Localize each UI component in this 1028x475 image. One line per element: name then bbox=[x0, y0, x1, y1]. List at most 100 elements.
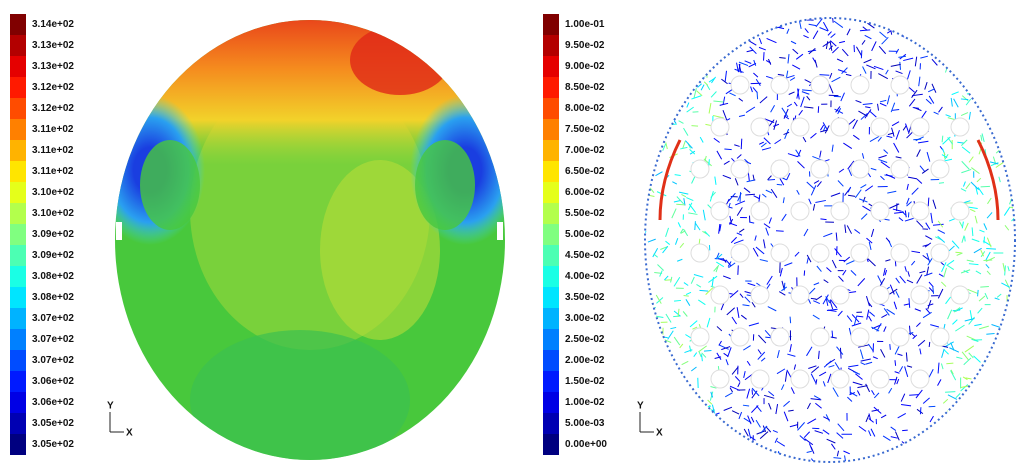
vector bbox=[670, 81, 678, 88]
vector bbox=[692, 419, 696, 428]
vector bbox=[749, 41, 756, 45]
vector bbox=[688, 213, 697, 215]
vector bbox=[649, 127, 659, 129]
vector bbox=[759, 142, 764, 144]
vector bbox=[938, 363, 939, 374]
vector bbox=[785, 371, 786, 381]
vector bbox=[881, 415, 886, 418]
axis-label: X bbox=[126, 428, 133, 439]
colorbar-swatch bbox=[543, 266, 559, 287]
vector bbox=[735, 376, 740, 381]
vector bbox=[860, 30, 870, 31]
vector bbox=[677, 197, 684, 204]
vector bbox=[969, 264, 979, 265]
vector bbox=[962, 236, 964, 243]
colorbar-label: 3.08e+02 bbox=[32, 292, 74, 303]
colorbar-label: 1.50e-02 bbox=[565, 376, 605, 387]
vector bbox=[676, 406, 682, 411]
vector bbox=[752, 388, 759, 396]
vector bbox=[836, 233, 837, 241]
vector bbox=[995, 59, 997, 65]
vector bbox=[751, 417, 754, 422]
colorbar-swatch bbox=[10, 119, 26, 140]
vector bbox=[698, 300, 705, 305]
colorbar-swatch bbox=[10, 140, 26, 161]
vector bbox=[915, 57, 916, 67]
axis-label: Y bbox=[637, 401, 644, 412]
vector bbox=[665, 241, 669, 244]
vector bbox=[900, 276, 906, 283]
vector bbox=[925, 236, 932, 240]
vector bbox=[724, 149, 731, 150]
vector bbox=[971, 168, 979, 174]
vector bbox=[990, 375, 995, 378]
colorbar-label: 9.00e-02 bbox=[565, 61, 605, 72]
vector bbox=[935, 44, 936, 54]
tube bbox=[871, 202, 889, 220]
vector bbox=[806, 347, 812, 356]
vector bbox=[782, 281, 784, 289]
tube bbox=[931, 244, 949, 262]
vector bbox=[732, 411, 739, 414]
vector bbox=[676, 37, 684, 44]
vector bbox=[1002, 124, 1012, 129]
vector bbox=[840, 348, 841, 359]
vector bbox=[705, 231, 710, 236]
vector bbox=[759, 47, 766, 50]
vector bbox=[1009, 138, 1011, 147]
vector bbox=[760, 30, 766, 32]
vector bbox=[710, 191, 713, 201]
vector bbox=[979, 326, 989, 329]
vector bbox=[827, 309, 838, 310]
velocity-vectors bbox=[637, 11, 1021, 471]
vector bbox=[859, 426, 866, 431]
vector bbox=[897, 379, 899, 384]
tube bbox=[811, 328, 829, 346]
vector bbox=[664, 398, 670, 402]
vector bbox=[790, 78, 795, 81]
vector bbox=[987, 212, 992, 218]
vector bbox=[909, 298, 910, 308]
vector bbox=[816, 19, 822, 27]
vector bbox=[655, 172, 662, 176]
vector bbox=[671, 39, 679, 44]
vector bbox=[769, 218, 771, 224]
vector bbox=[830, 73, 832, 79]
vector bbox=[672, 209, 676, 219]
tube bbox=[771, 160, 789, 178]
vector bbox=[930, 416, 933, 422]
vector bbox=[695, 63, 701, 71]
vector bbox=[949, 439, 955, 443]
vector bbox=[803, 137, 806, 142]
vector bbox=[917, 409, 923, 413]
vector bbox=[745, 194, 755, 195]
tube bbox=[931, 328, 949, 346]
vector bbox=[735, 38, 738, 42]
vector bbox=[987, 198, 991, 204]
vector bbox=[955, 49, 960, 53]
vector bbox=[929, 342, 930, 347]
vector bbox=[723, 97, 725, 105]
colorbar-swatch bbox=[10, 392, 26, 413]
vector bbox=[1001, 425, 1008, 429]
vector bbox=[823, 417, 829, 420]
vector bbox=[832, 16, 833, 22]
vector bbox=[774, 19, 775, 25]
vector bbox=[1005, 225, 1009, 230]
vector bbox=[928, 198, 929, 207]
vector bbox=[748, 429, 750, 439]
vector bbox=[907, 280, 913, 283]
jet bbox=[978, 140, 998, 220]
vector bbox=[1005, 25, 1009, 30]
vector bbox=[747, 389, 750, 399]
vector bbox=[1009, 136, 1018, 139]
vector bbox=[761, 358, 765, 361]
vector bbox=[884, 150, 888, 154]
vector bbox=[832, 77, 841, 82]
colorbar-label: 5.50e-02 bbox=[565, 208, 605, 219]
vector bbox=[1010, 23, 1017, 31]
vector bbox=[891, 437, 898, 439]
vector bbox=[846, 74, 851, 75]
vector bbox=[745, 456, 751, 465]
vector bbox=[755, 235, 756, 240]
